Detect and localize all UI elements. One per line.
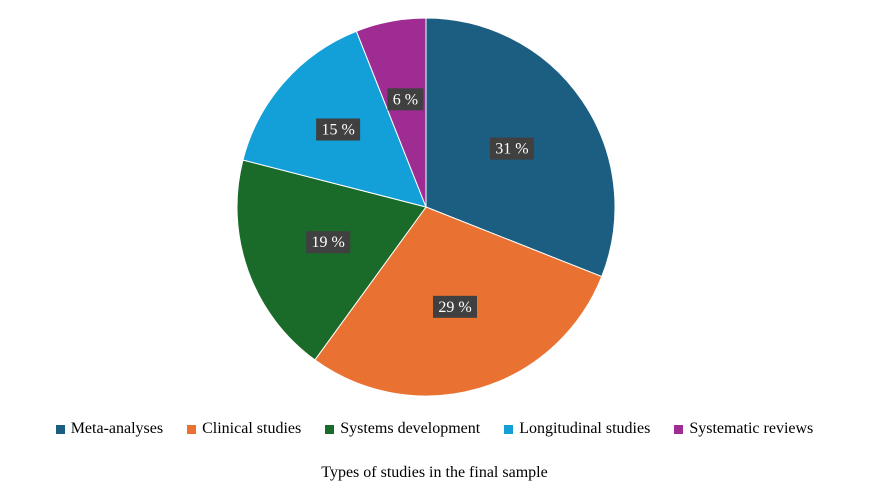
data-label: 29 % xyxy=(433,295,478,318)
legend-swatch xyxy=(674,424,684,434)
data-label-value: 19 % xyxy=(312,234,345,251)
data-label-background xyxy=(306,231,351,254)
data-label: 31 % xyxy=(489,137,534,160)
legend-label: Systematic reviews xyxy=(689,420,814,437)
data-label-background xyxy=(316,118,361,141)
data-label: 15 % xyxy=(316,118,361,141)
data-label-value: 29 % xyxy=(438,299,471,316)
legend-item: Systematic reviews xyxy=(674,420,813,438)
data-label-background xyxy=(489,137,534,160)
data-label: 19 % xyxy=(306,231,351,254)
legend-item: Systems development xyxy=(325,420,480,438)
data-label-value: 15 % xyxy=(321,122,354,139)
legend-swatch xyxy=(504,424,514,434)
data-label-background xyxy=(433,295,478,318)
legend: Meta-analyses Clinical studies Systems dev… xyxy=(0,420,869,438)
data-label-background xyxy=(387,88,424,111)
data-label-value: 6 % xyxy=(393,91,418,108)
legend-swatch xyxy=(325,424,335,434)
data-label: 6 % xyxy=(387,88,424,111)
legend-item: Clinical studies xyxy=(187,420,301,438)
data-label-value: 31 % xyxy=(495,141,528,158)
legend-label: Systems development xyxy=(340,420,481,437)
chart-caption: Types of studies in the final sample xyxy=(321,464,548,481)
legend-swatch xyxy=(187,424,197,434)
legend-label: Meta-analyses xyxy=(70,420,164,437)
legend-item: Longitudinal studies xyxy=(504,420,650,438)
legend-swatch xyxy=(55,424,65,434)
legend-label: Longitudinal studies xyxy=(519,420,651,437)
pie-slice-systematic-reviews xyxy=(355,17,427,208)
legend-item: Meta-analyses xyxy=(55,420,164,438)
legend-label: Clinical studies xyxy=(202,420,302,437)
pie-slice-systems-development xyxy=(236,159,427,361)
pie-chart: 31 % 29 % 19 % 15 % 6 % xyxy=(236,17,616,397)
